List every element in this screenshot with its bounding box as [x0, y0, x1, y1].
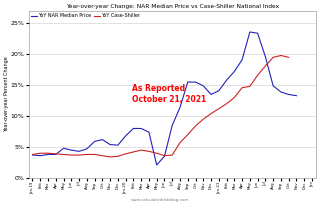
YoY Case-Shiller [38, 152, 42, 154]
YoY Case-Shiller [279, 54, 283, 57]
YoY Case-Shiller [232, 96, 236, 99]
Title: Year-over-year Change: NAR Median Price vs Case-Shiller National Index: Year-over-year Change: NAR Median Price … [66, 4, 279, 9]
YoY Case-Shiller [116, 155, 120, 158]
YoY Case-Shiller [271, 56, 275, 59]
YoY NAR Median Price [54, 153, 58, 156]
Legend: YoY NAR Median Price, YoY Case-Shiller: YoY NAR Median Price, YoY Case-Shiller [30, 12, 141, 19]
YoY Case-Shiller [201, 118, 205, 120]
YoY NAR Median Price [201, 85, 205, 87]
YoY NAR Median Price [263, 56, 267, 58]
YoY Case-Shiller [124, 153, 128, 155]
YoY NAR Median Price [62, 147, 66, 149]
YoY NAR Median Price [38, 155, 42, 157]
YoY NAR Median Price [77, 150, 81, 153]
Y-axis label: Year-over-year Percent Change: Year-over-year Percent Change [4, 57, 9, 132]
YoY Case-Shiller [287, 56, 291, 59]
YoY Case-Shiller [139, 149, 143, 151]
YoY Case-Shiller [132, 151, 135, 153]
YoY Case-Shiller [170, 154, 174, 156]
YoY NAR Median Price [287, 93, 291, 96]
Line: YoY Case-Shiller: YoY Case-Shiller [32, 56, 289, 157]
YoY NAR Median Price [30, 154, 34, 156]
YoY Case-Shiller [256, 74, 260, 77]
YoY NAR Median Price [279, 91, 283, 93]
YoY NAR Median Price [186, 81, 190, 83]
YoY NAR Median Price [170, 124, 174, 127]
YoY Case-Shiller [186, 134, 190, 136]
YoY NAR Median Price [194, 81, 197, 83]
YoY Case-Shiller [178, 141, 182, 144]
Text: As Reported
October 21, 2021: As Reported October 21, 2021 [132, 84, 206, 104]
YoY Case-Shiller [240, 86, 244, 89]
YoY NAR Median Price [100, 138, 104, 141]
YoY NAR Median Price [93, 140, 97, 143]
YoY NAR Median Price [85, 148, 89, 150]
YoY NAR Median Price [256, 32, 260, 34]
YoY NAR Median Price [163, 155, 166, 158]
YoY NAR Median Price [209, 93, 213, 96]
YoY NAR Median Price [225, 79, 228, 81]
YoY Case-Shiller [85, 153, 89, 156]
YoY NAR Median Price [248, 31, 252, 33]
YoY NAR Median Price [271, 85, 275, 87]
YoY NAR Median Price [147, 131, 151, 133]
YoY NAR Median Price [108, 143, 112, 146]
YoY Case-Shiller [100, 155, 104, 157]
YoY NAR Median Price [217, 89, 221, 92]
YoY Case-Shiller [209, 112, 213, 115]
YoY Case-Shiller [147, 150, 151, 153]
YoY Case-Shiller [248, 85, 252, 88]
YoY NAR Median Price [178, 106, 182, 109]
YoY NAR Median Price [139, 127, 143, 130]
YoY Case-Shiller [163, 155, 166, 157]
YoY Case-Shiller [30, 153, 34, 156]
YoY NAR Median Price [240, 59, 244, 61]
YoY NAR Median Price [132, 127, 135, 130]
YoY NAR Median Price [294, 95, 298, 97]
YoY Case-Shiller [108, 156, 112, 158]
YoY NAR Median Price [46, 153, 50, 156]
YoY NAR Median Price [116, 144, 120, 146]
YoY Case-Shiller [54, 153, 58, 155]
YoY Case-Shiller [62, 153, 66, 156]
YoY Case-Shiller [217, 107, 221, 110]
YoY NAR Median Price [69, 149, 73, 151]
YoY NAR Median Price [124, 135, 128, 137]
YoY Case-Shiller [93, 153, 97, 156]
YoY NAR Median Price [155, 164, 159, 166]
YoY Case-Shiller [46, 152, 50, 154]
YoY Case-Shiller [77, 154, 81, 156]
YoY Case-Shiller [155, 152, 159, 154]
YoY Case-Shiller [263, 65, 267, 67]
Line: YoY NAR Median Price: YoY NAR Median Price [32, 32, 296, 165]
YoY NAR Median Price [232, 70, 236, 73]
Text: www.calculatedriskblog.com: www.calculatedriskblog.com [131, 198, 189, 202]
YoY Case-Shiller [225, 102, 228, 105]
YoY Case-Shiller [194, 125, 197, 127]
YoY Case-Shiller [69, 154, 73, 156]
